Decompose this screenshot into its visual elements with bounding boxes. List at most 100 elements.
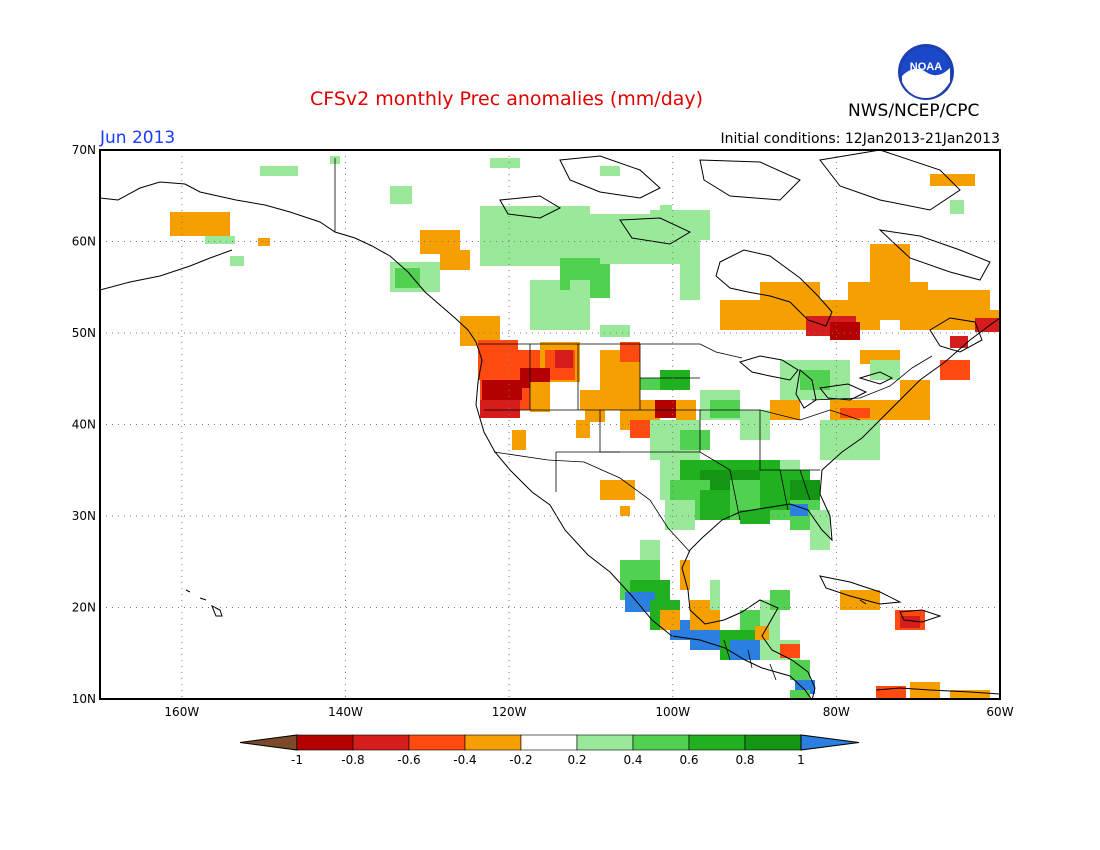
anomaly-cell [258, 238, 270, 246]
anomaly-cell [830, 322, 860, 340]
lon-label: 80W [823, 705, 850, 719]
anomaly-cell [730, 640, 760, 660]
lat-label: 40N [72, 418, 96, 432]
anomaly-cell [950, 200, 964, 214]
legend-tick-label: 1 [797, 753, 805, 767]
anomaly-cell [480, 400, 520, 418]
anomaly-cell [512, 430, 526, 450]
coastlines [99, 149, 1001, 701]
anomaly-cell [490, 158, 520, 168]
anomaly-cell [620, 342, 640, 362]
anomaly-cell [870, 244, 910, 284]
legend-tick-label: 0.2 [567, 753, 586, 767]
lat-label: 20N [72, 601, 96, 615]
legend-swatch [688, 734, 746, 751]
legend-swatch [576, 734, 634, 751]
lat-label: 70N [72, 143, 96, 157]
forecast-period: Jun 2013 [100, 128, 176, 148]
anomaly-cell [440, 250, 470, 270]
anomaly-cell [780, 644, 800, 658]
anomaly-cell [660, 205, 672, 217]
legend-tick-label: 0.4 [623, 753, 642, 767]
anomaly-cell [665, 500, 695, 530]
anomaly-cell [680, 250, 700, 300]
anomaly-cell [790, 504, 808, 516]
anomaly-cell [205, 236, 235, 244]
lon-label: 60W [986, 705, 1013, 719]
legend-swatch [408, 734, 466, 751]
anomaly-cell [770, 590, 790, 610]
map-title: CFSv2 monthly Prec anomalies (mm/day) [310, 88, 704, 110]
lon-label: 160W [164, 705, 199, 719]
anomaly-cell [950, 690, 990, 700]
anomaly-cell [600, 325, 630, 337]
anomaly-cell [710, 400, 740, 418]
legend-swatch [632, 734, 690, 751]
anomaly-cell [930, 174, 975, 186]
legend-arrow-high [800, 734, 860, 751]
anomaly-cell [170, 212, 230, 236]
anomaly-cell [650, 210, 710, 240]
initial-conditions: Initial conditions: 12Jan2013-21Jan2013 [720, 131, 1000, 147]
legend-swatch [296, 734, 354, 751]
anomaly-cell [870, 360, 900, 380]
anomaly-cell [600, 166, 620, 176]
legend-swatch [744, 734, 802, 751]
lon-label: 100W [655, 705, 690, 719]
anomaly-cell [840, 408, 870, 418]
anomaly-cell [230, 256, 244, 266]
anomaly-cell [800, 370, 830, 390]
anomaly-cell [680, 560, 690, 590]
legend-tick-label: -0.2 [509, 753, 532, 767]
anomaly-cell [600, 480, 630, 500]
anomaly-cells [170, 156, 1000, 700]
anomaly-cell [655, 400, 679, 418]
anomaly-cell [710, 580, 720, 610]
anomaly-cell [482, 380, 522, 400]
political-borders [334, 158, 933, 681]
legend-swatch [520, 734, 578, 751]
anomaly-cell [975, 318, 1000, 332]
anomaly-cell [940, 360, 970, 380]
anomaly-cell [680, 430, 710, 450]
lat-label: 50N [72, 326, 96, 340]
agency-label: NWS/NCEP/CPC [848, 101, 980, 121]
logo-text: NOAA [910, 61, 942, 73]
anomaly-cell [576, 420, 590, 438]
anomaly-cell [390, 186, 412, 204]
anomaly-cell [660, 370, 690, 390]
lat-label: 30N [72, 509, 96, 523]
lon-label: 140W [328, 705, 363, 719]
legend-tick-label: 0.8 [735, 753, 754, 767]
anomaly-cell [620, 506, 630, 516]
precip-anomaly-map: 70N 60N 50N 40N 30N 20N 10N 160W 140W 120W 100W 80W… [72, 143, 1014, 719]
legend-arrow-low [239, 734, 298, 751]
anomaly-cell [260, 166, 298, 176]
legend-tick-label: -0.6 [397, 753, 420, 767]
legend-tick-label: -0.8 [341, 753, 364, 767]
anomaly-cell [395, 268, 420, 288]
anomaly-cell [740, 610, 760, 630]
anomaly-cell [900, 616, 920, 628]
anomaly-cell [820, 420, 880, 460]
anomaly-cell [555, 350, 573, 368]
legend-tick-label: 0.6 [679, 753, 698, 767]
anomaly-cell [560, 280, 570, 290]
anomaly-cell [790, 660, 810, 680]
map-frame [99, 149, 1001, 700]
axis-labels: 70N 60N 50N 40N 30N 20N 10N 160W 140W 120W 100W 80W… [72, 143, 1014, 719]
lon-label: 120W [492, 705, 527, 719]
anomaly-cell [530, 382, 550, 412]
anomaly-cell [660, 610, 680, 630]
anomaly-cell [790, 690, 810, 700]
anomaly-cell [900, 380, 930, 420]
noaa-logo-icon: NOAA [898, 44, 954, 100]
legend-tick-label: -1 [291, 753, 303, 767]
legend-tick-label: -0.4 [453, 753, 476, 767]
anomaly-cell [950, 336, 968, 348]
anomaly-cell [770, 400, 800, 420]
lat-label: 10N [72, 692, 96, 706]
anomaly-cell [540, 214, 600, 264]
legend-swatch [352, 734, 410, 751]
anomaly-cell [740, 510, 770, 524]
